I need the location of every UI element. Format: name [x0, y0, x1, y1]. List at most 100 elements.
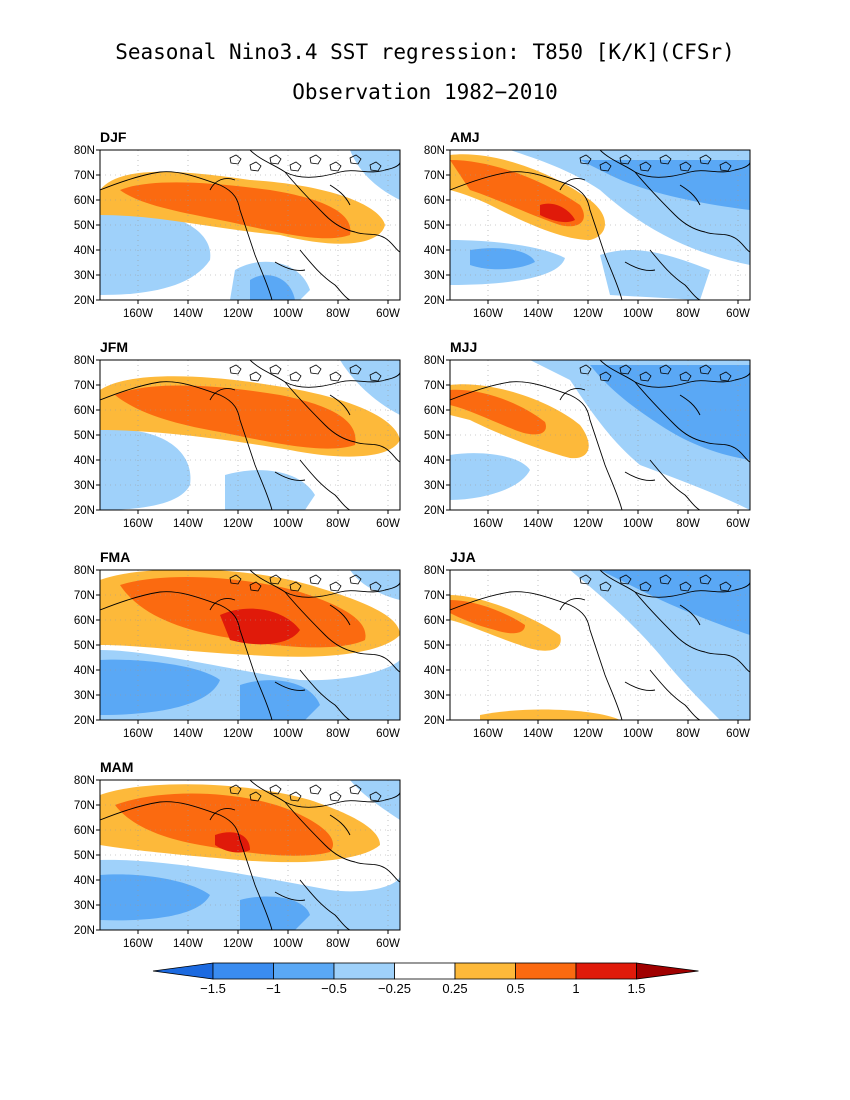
colorbar-label: −1 — [266, 981, 281, 996]
colorbar-label: 0.5 — [506, 981, 524, 996]
panel-label: FMA — [100, 549, 130, 565]
island-outline — [599, 371, 612, 382]
panel-amj: AMJ 80N 70N 60N 50N 40N 30N 20N 160W 140W 120W 100W… — [424, 129, 751, 320]
lat-tick-label: 70N — [74, 170, 95, 182]
lon-tick-label: 120W — [573, 518, 603, 530]
lat-tick-label: 50N — [424, 430, 445, 442]
lon-tick-label: 120W — [223, 938, 253, 950]
island-outline — [329, 161, 342, 172]
panel-fma: FMA 80N 70N 60N 50N 40N 30N 20N 160W 140W 120W 100W… — [74, 549, 401, 740]
island-outline — [719, 581, 732, 592]
contour-region — [100, 659, 220, 715]
coastline — [100, 150, 400, 300]
lon-tick-label: 160W — [123, 308, 153, 320]
lon-tick-label: 80W — [326, 938, 350, 950]
lon-tick-label: 120W — [573, 728, 603, 740]
lon-tick-label: 160W — [473, 518, 503, 530]
contour-region — [220, 608, 300, 645]
contour-region — [240, 896, 310, 930]
contour-region — [115, 385, 356, 449]
coastline — [100, 360, 400, 510]
panel-label: MAM — [100, 759, 133, 775]
lat-tick-label: 80N — [74, 145, 95, 157]
contour-region — [600, 570, 750, 635]
sub-title: Observation 1982−2010 — [292, 80, 558, 104]
island-outline — [349, 154, 362, 165]
island-outline — [289, 581, 302, 592]
island-outline — [369, 371, 382, 382]
lat-tick-label: 70N — [74, 590, 95, 602]
colorbar-left-arrow — [152, 962, 214, 980]
lon-tick-label: 120W — [223, 728, 253, 740]
lon-tick-label: 80W — [326, 518, 350, 530]
island-outline — [249, 371, 262, 382]
contour-region — [450, 600, 525, 634]
colorbar-segment — [394, 962, 456, 980]
lat-tick-label: 60N — [74, 195, 95, 207]
contour-region — [350, 570, 400, 600]
lat-tick-label: 80N — [424, 565, 445, 577]
island-outline — [599, 161, 612, 172]
contour-region — [480, 709, 620, 720]
contour-region — [450, 453, 530, 500]
lon-tick-label: 100W — [273, 308, 303, 320]
lon-tick-label: 140W — [523, 308, 553, 320]
lon-tick-label: 80W — [676, 308, 700, 320]
colorbar-segment — [454, 962, 516, 980]
island-outline — [269, 364, 282, 375]
island-outline — [719, 161, 732, 172]
lat-tick-label: 50N — [74, 640, 95, 652]
island-outline — [309, 364, 322, 375]
lat-tick-label: 30N — [74, 480, 95, 492]
island-outline — [349, 784, 362, 795]
contour-region — [215, 832, 250, 853]
lat-tick-label: 70N — [424, 380, 445, 392]
island-outline — [699, 574, 712, 585]
panel-label: MJJ — [450, 339, 477, 355]
contour-region — [540, 203, 575, 223]
panels-layer: DJF 80N 70N 60N 50N 40N 30N 20N 160W 140W 120W 100W… — [74, 129, 751, 950]
island-outline — [659, 154, 672, 165]
lon-tick-label: 140W — [173, 728, 203, 740]
panel-jfm: JFM 80N 70N 60N 50N 40N 30N 20N 160W 140W 120W 100W… — [74, 339, 401, 530]
island-outline — [249, 581, 262, 592]
island-outline — [269, 154, 282, 165]
island-outline — [619, 154, 632, 165]
island-outline — [329, 371, 342, 382]
island-outline — [679, 161, 692, 172]
island-outline — [229, 574, 242, 585]
contour-region — [350, 780, 400, 820]
lon-tick-label: 60W — [726, 308, 750, 320]
lat-tick-label: 40N — [74, 245, 95, 257]
island-outline — [639, 161, 652, 172]
island-outline — [289, 161, 302, 172]
lat-tick-label: 50N — [74, 430, 95, 442]
contour-region — [225, 470, 315, 510]
lon-tick-label: 140W — [173, 518, 203, 530]
lon-tick-label: 100W — [273, 938, 303, 950]
island-outline — [229, 364, 242, 375]
panel-label: DJF — [100, 129, 127, 145]
lat-tick-label: 60N — [74, 825, 95, 837]
lon-tick-label: 80W — [676, 728, 700, 740]
lat-tick-label: 30N — [74, 270, 95, 282]
lon-tick-label: 120W — [573, 308, 603, 320]
coastline — [450, 360, 750, 510]
lat-tick-label: 40N — [74, 875, 95, 887]
colorbar: −1.5 −1 −0.5 −0.25 0.25 0.5 1 1.5 — [152, 962, 699, 996]
contour-region — [100, 429, 191, 510]
contour-fills — [100, 150, 400, 300]
island-outline — [269, 574, 282, 585]
lat-tick-label: 20N — [74, 715, 95, 727]
lat-tick-label: 40N — [424, 665, 445, 677]
island-outline — [309, 784, 322, 795]
island-outline — [699, 154, 712, 165]
lat-tick-label: 30N — [424, 480, 445, 492]
colorbar-label: −1.5 — [200, 981, 226, 996]
lon-tick-label: 100W — [273, 518, 303, 530]
lon-tick-label: 160W — [123, 728, 153, 740]
lat-tick-label: 20N — [424, 715, 445, 727]
lat-tick-label: 20N — [74, 505, 95, 517]
island-outline — [369, 791, 382, 802]
colorbar-segment — [515, 962, 577, 980]
